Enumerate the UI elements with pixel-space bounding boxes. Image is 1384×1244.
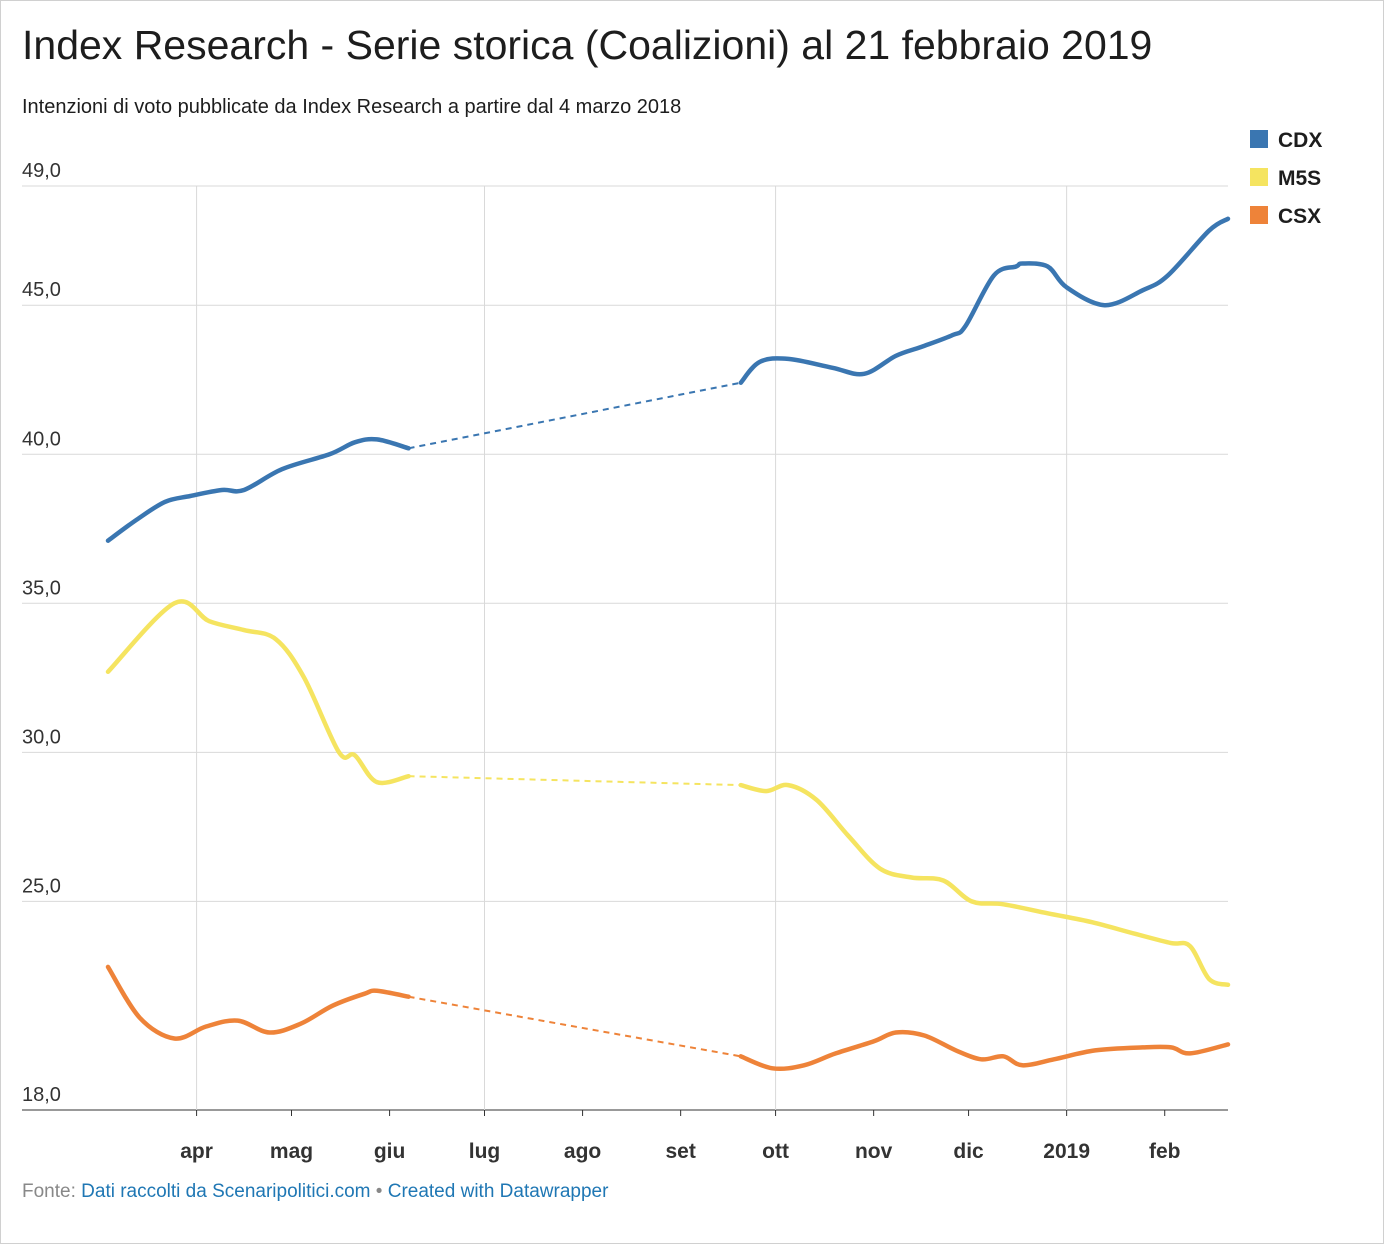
series-m5s-line bbox=[738, 782, 1231, 988]
x-tick-label: set bbox=[665, 1140, 695, 1163]
datawrapper-link[interactable]: Created with Datawrapper bbox=[387, 1181, 609, 1202]
y-tick-label: 49,0 bbox=[22, 160, 61, 182]
chart-subtitle: Intenzioni di voto pubblicate da Index R… bbox=[22, 96, 682, 118]
x-tick-label: apr bbox=[180, 1140, 213, 1163]
legend-swatch-csx bbox=[1250, 206, 1268, 224]
x-tick-label: ott bbox=[762, 1140, 789, 1163]
x-tick-label: lug bbox=[469, 1140, 501, 1163]
y-tick-label: 30,0 bbox=[22, 726, 61, 748]
x-tick-label: giu bbox=[374, 1140, 406, 1163]
x-tick-label: ago bbox=[564, 1140, 601, 1163]
y-tick-label: 35,0 bbox=[22, 577, 61, 599]
footer-prefix: Fonte: bbox=[22, 1181, 76, 1202]
footer: Fonte: Dati raccolti da Scenaripolitici.… bbox=[22, 1181, 608, 1203]
series-csx-line bbox=[105, 964, 411, 1041]
legend: CDX M5S CSX bbox=[1250, 129, 1322, 228]
x-tick-label: 2019 bbox=[1043, 1140, 1090, 1163]
legend-label-m5s: M5S bbox=[1278, 167, 1321, 190]
series-csx-gap-line bbox=[408, 995, 741, 1058]
grid-lines bbox=[22, 185, 1228, 1111]
y-tick-label: 25,0 bbox=[22, 875, 61, 897]
series-cdx-line bbox=[738, 216, 1231, 385]
legend-swatch-m5s bbox=[1250, 168, 1268, 186]
series-cdx-gap-line bbox=[408, 381, 741, 450]
series-cdx-line bbox=[105, 436, 411, 543]
series-m5s-line bbox=[105, 599, 411, 786]
y-tick-label: 40,0 bbox=[22, 428, 61, 450]
x-tick-label: feb bbox=[1149, 1140, 1181, 1163]
x-axis-ticks: apr mag giu lug ago set ott nov dic 2019 feb bbox=[180, 1110, 1180, 1163]
x-tick-label: nov bbox=[855, 1140, 893, 1163]
legend-label-csx: CSX bbox=[1278, 205, 1321, 228]
chart-title: Index Research - Serie storica (Coalizio… bbox=[22, 22, 1153, 68]
footer-separator: • bbox=[375, 1181, 383, 1202]
series-m5s-gap-line bbox=[408, 775, 741, 787]
legend-swatch-cdx bbox=[1250, 130, 1268, 148]
legend-label-cdx: CDX bbox=[1278, 129, 1322, 152]
y-tick-label: 18,0 bbox=[22, 1084, 61, 1106]
series-lines bbox=[105, 216, 1231, 1072]
series-csx-line bbox=[738, 1029, 1231, 1072]
x-tick-label: mag bbox=[270, 1140, 313, 1163]
y-axis-ticks: 18,0 25,0 30,0 35,0 40,0 45,0 49,0 bbox=[22, 160, 61, 1106]
y-tick-label: 45,0 bbox=[22, 279, 61, 301]
x-tick-label: dic bbox=[953, 1140, 984, 1163]
source-link[interactable]: Dati raccolti da Scenaripolitici.com bbox=[81, 1181, 371, 1202]
